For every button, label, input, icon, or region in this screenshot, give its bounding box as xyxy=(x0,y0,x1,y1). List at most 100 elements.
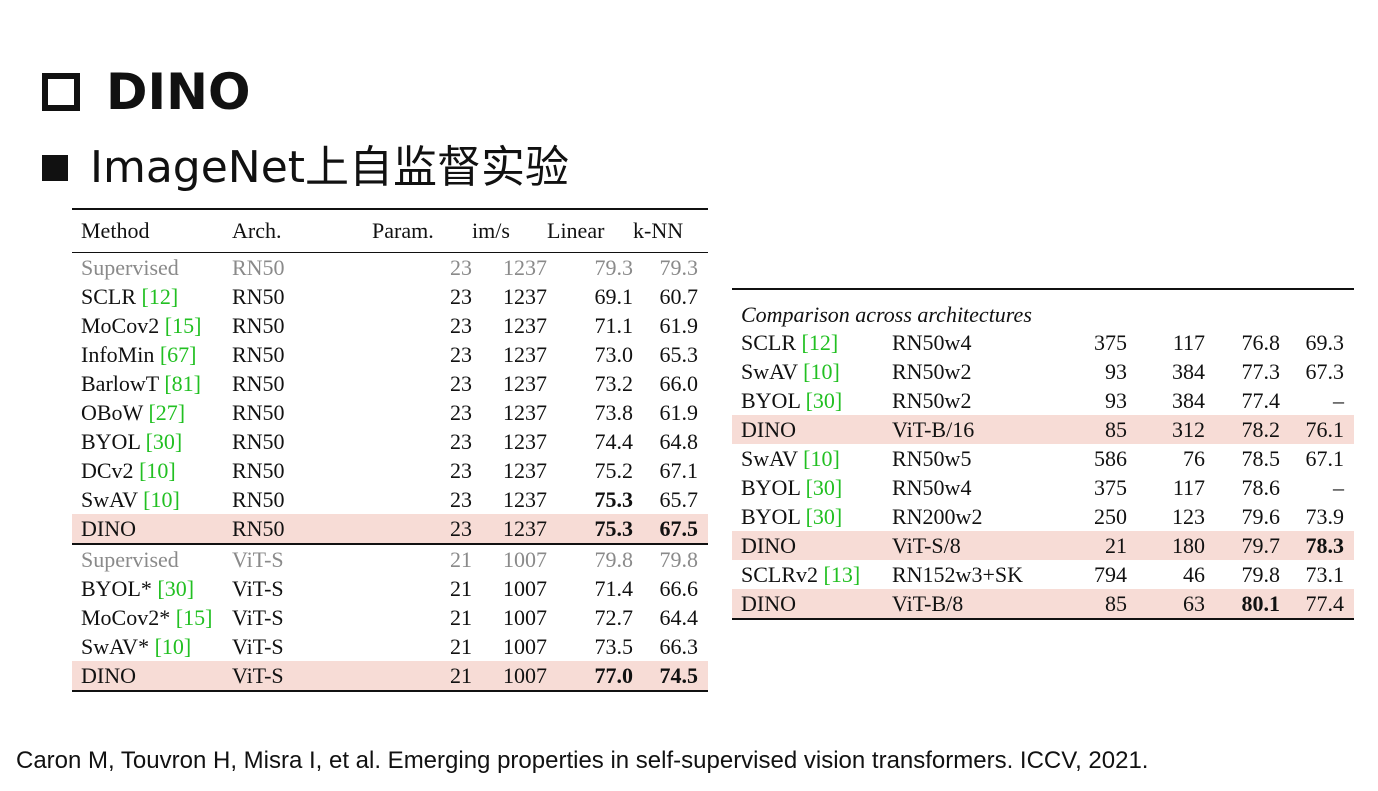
reference-link[interactable]: [12] xyxy=(801,329,839,355)
table-row: OBoW [27] RN50 23 1237 73.8 61.9 xyxy=(72,398,708,427)
linear-cell-value: 73.5 xyxy=(594,633,634,659)
param-cell-value: 21 xyxy=(450,633,472,659)
linear-cell: 79.6 xyxy=(1205,502,1281,531)
linear-cell-value: 79.3 xyxy=(594,254,634,280)
table-row: DINO RN50 23 1237 75.3 67.5 xyxy=(72,514,708,544)
ims-cell-value: 123 xyxy=(1172,503,1205,529)
ims-cell-value: 1007 xyxy=(503,662,547,688)
knn-cell-value: 65.7 xyxy=(659,486,699,512)
reference-link[interactable]: [67] xyxy=(159,341,197,367)
linear-cell: 77.3 xyxy=(1205,357,1281,386)
arch-cell: RN50 xyxy=(232,253,372,283)
reference-link[interactable]: [10] xyxy=(803,445,840,471)
reference-link[interactable]: [10] xyxy=(139,457,176,483)
reference-link[interactable]: [30] xyxy=(805,387,843,413)
method-name: Supervised xyxy=(81,546,179,572)
reference-link[interactable]: [10] xyxy=(803,358,840,384)
param-cell: 23 xyxy=(372,253,472,283)
method-name: SwAV xyxy=(81,486,144,512)
hollow-square-bullet-icon xyxy=(42,73,80,111)
architecture-comparison-table: Comparison across architectures SCLR [12… xyxy=(732,288,1354,620)
linear-cell: 73.0 xyxy=(547,340,634,369)
reference-link[interactable]: [27] xyxy=(148,399,186,425)
method-cell: SCLR [12] xyxy=(732,328,892,357)
linear-cell: 73.8 xyxy=(547,398,634,427)
header-knn: k-NN xyxy=(633,218,684,243)
ims-cell: 1237 xyxy=(472,485,547,514)
linear-cell-value: 76.8 xyxy=(1241,329,1281,355)
method-cell: BYOL [30] xyxy=(732,473,892,502)
arch-cell-value: ViT-S xyxy=(232,575,284,601)
reference-link[interactable]: [30] xyxy=(805,474,843,500)
arch-cell-value: RN50w5 xyxy=(892,445,972,471)
reference-link[interactable]: [30] xyxy=(157,575,195,601)
ims-cell: 180 xyxy=(1127,531,1205,560)
reference-link[interactable]: [10] xyxy=(154,633,192,659)
knn-cell: 66.6 xyxy=(633,574,708,603)
ims-cell: 117 xyxy=(1127,328,1205,357)
reference-link[interactable]: [13] xyxy=(823,561,861,587)
linear-cell: 80.1 xyxy=(1205,589,1280,619)
knn-cell: 66.0 xyxy=(633,369,708,398)
reference-link[interactable]: [15] xyxy=(164,312,202,338)
param-cell: 23 xyxy=(372,340,472,369)
reference-link[interactable]: [30] xyxy=(805,503,843,529)
method-name: BarlowT xyxy=(81,370,165,396)
knn-cell: 65.3 xyxy=(633,340,708,369)
linear-cell: 73.5 xyxy=(547,632,634,661)
method-cell: MoCov2 [15] xyxy=(72,311,232,340)
resnet-vit-comparison-table: Method Arch. Param. im/s Linear k-NN Sup… xyxy=(72,208,708,692)
table-row: SCLR [12] RN50w4 375 117 76.8 69.3 xyxy=(732,328,1354,357)
param-cell-value: 23 xyxy=(450,312,472,338)
ims-cell-value: 117 xyxy=(1172,329,1205,355)
arch-cell: RN50 xyxy=(232,456,372,485)
linear-cell-value: 72.7 xyxy=(594,604,634,630)
reference-link[interactable]: [30] xyxy=(145,428,183,454)
linear-cell: 75.2 xyxy=(547,456,634,485)
linear-cell: 72.7 xyxy=(547,603,634,632)
param-cell-value: 375 xyxy=(1094,329,1127,355)
ims-cell-value: 1237 xyxy=(503,254,547,280)
param-cell: 23 xyxy=(372,282,472,311)
header-method: Method xyxy=(81,218,150,243)
ims-cell-value: 63 xyxy=(1183,590,1205,616)
linear-cell-value: 75.2 xyxy=(594,457,634,483)
ims-cell: 1237 xyxy=(472,340,547,369)
param-cell: 21 xyxy=(372,603,472,632)
knn-cell-value: 61.9 xyxy=(659,399,699,425)
linear-cell: 77.0 xyxy=(547,661,633,691)
ims-cell: 1237 xyxy=(472,456,547,485)
knn-cell: 79.3 xyxy=(633,253,708,283)
reference-link[interactable]: [12] xyxy=(141,283,179,309)
table-row: DINO ViT-B/16 85 312 78.2 76.1 xyxy=(732,415,1354,444)
method-name: SCLR xyxy=(81,283,142,309)
knn-cell-value: 65.3 xyxy=(659,341,699,367)
reference-link[interactable]: [10] xyxy=(143,486,180,512)
reference-link[interactable]: [81] xyxy=(164,370,201,396)
method-name: BYOL xyxy=(741,387,806,413)
method-name: SCLR xyxy=(741,329,802,355)
param-cell-value: 23 xyxy=(450,457,472,483)
method-name: SwAV xyxy=(741,358,804,384)
param-cell-value: 586 xyxy=(1094,445,1127,471)
method-cell: BarlowT [81] xyxy=(72,369,232,398)
table-caption: Comparison across architectures xyxy=(741,302,1032,327)
ims-cell-value: 1237 xyxy=(503,486,547,512)
table-row: Supervised ViT-S 21 1007 79.8 79.8 xyxy=(72,544,708,574)
ims-cell: 1007 xyxy=(472,661,547,691)
ims-cell: 1237 xyxy=(472,311,547,340)
knn-cell-value: 66.6 xyxy=(659,575,699,601)
method-cell: MoCov2* [15] xyxy=(72,603,232,632)
arch-cell-value: ViT-B/16 xyxy=(892,416,975,442)
ims-cell-value: 384 xyxy=(1172,387,1205,413)
ims-cell: 1237 xyxy=(472,514,547,544)
param-cell: 586 xyxy=(1052,444,1127,473)
param-cell-value: 794 xyxy=(1094,561,1127,587)
linear-cell: 79.8 xyxy=(547,544,634,574)
header-linear: Linear xyxy=(547,218,605,243)
reference-link[interactable]: [15] xyxy=(175,604,213,630)
arch-cell-value: RN50 xyxy=(232,399,285,425)
ims-cell: 1237 xyxy=(472,369,547,398)
knn-cell-value: – xyxy=(1333,474,1344,500)
ims-cell: 46 xyxy=(1127,560,1205,589)
